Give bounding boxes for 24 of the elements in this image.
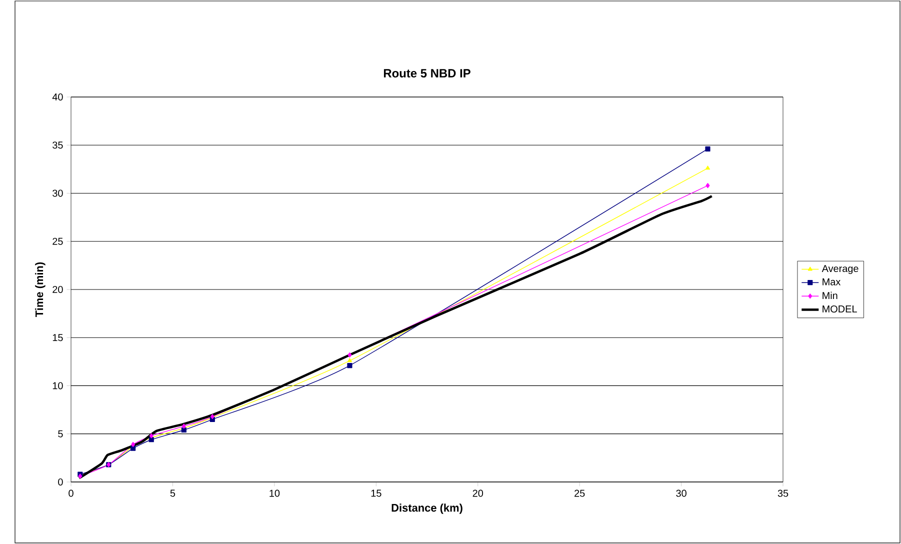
x-tick-label: 30: [676, 490, 686, 497]
y-tick-label: 0: [58, 478, 63, 486]
x-tick-label: 25: [574, 490, 585, 497]
y-tick-label: 25: [52, 238, 63, 245]
x-tick-label: 20: [472, 490, 484, 497]
legend-label: Max: [822, 278, 841, 286]
y-tick-label: 10: [52, 382, 63, 390]
x-tick-label: 0: [68, 490, 74, 497]
x-tick-label: 5: [170, 490, 176, 497]
y-tick-label: 5: [58, 430, 63, 438]
y-axis-title: Time (min): [35, 262, 46, 317]
y-tick-label: 20: [52, 286, 63, 294]
x-tick-label: 10: [270, 490, 280, 497]
x-axis-title: Distance (km): [392, 504, 462, 514]
legend-label: MODEL: [822, 305, 857, 312]
y-tick-label: 35: [52, 142, 63, 149]
x-tick-label: 35: [778, 490, 788, 497]
legend-label: Average: [822, 265, 858, 274]
y-tick-label: 40: [52, 93, 63, 101]
y-tick-label: 30: [52, 190, 63, 197]
legend-label: Min: [822, 292, 838, 299]
y-tick-label: 15: [52, 334, 63, 342]
chart-title: Route 5 NBD IP: [384, 69, 470, 78]
x-tick-label: 15: [371, 490, 382, 497]
